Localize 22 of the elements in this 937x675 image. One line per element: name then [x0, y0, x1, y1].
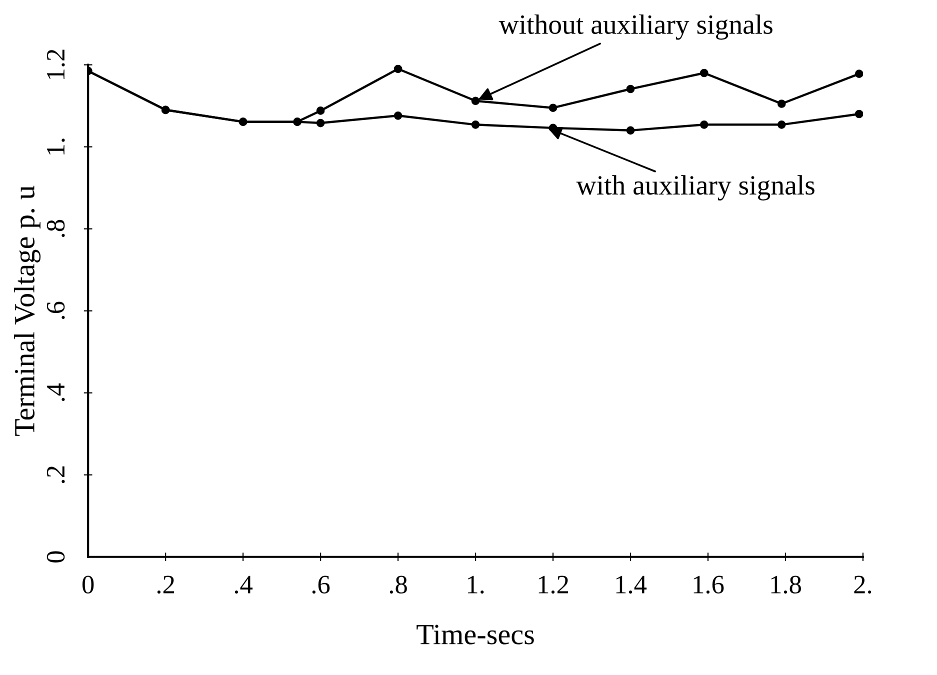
x-tick-label: 1.	[468, 576, 484, 594]
x-tick-label: 1.6	[694, 576, 724, 594]
y-tick-label: 0	[46, 551, 65, 562]
x-tick-label: 1.4	[616, 576, 647, 594]
x-tick-label: .2	[157, 576, 174, 594]
annotation: without auxiliary signals	[498, 14, 772, 40]
x-tick-label: .4	[234, 576, 253, 594]
x-tick-label: 0	[82, 576, 94, 594]
y-tick-label: 1.	[46, 138, 65, 154]
x-tick-label: .6	[312, 576, 330, 594]
x-tick-label: 1.2	[538, 576, 568, 594]
x-tick-label: 2.	[854, 576, 872, 594]
y-tick-label: .2	[46, 466, 65, 484]
y-tick-label: .4	[47, 383, 65, 402]
y-axis-title: Terminal Voltage p. u	[14, 186, 41, 436]
x-tick-label: .8	[390, 576, 407, 594]
y-tick-label: .6	[46, 302, 65, 319]
x-axis-title: Time-secs	[416, 624, 534, 644]
y-tick-label: 1.2	[46, 50, 65, 79]
x-tick-label: 1.8	[771, 576, 801, 594]
y-tick-label: .8	[46, 220, 65, 237]
annotation: with auxiliary signals	[576, 175, 814, 200]
